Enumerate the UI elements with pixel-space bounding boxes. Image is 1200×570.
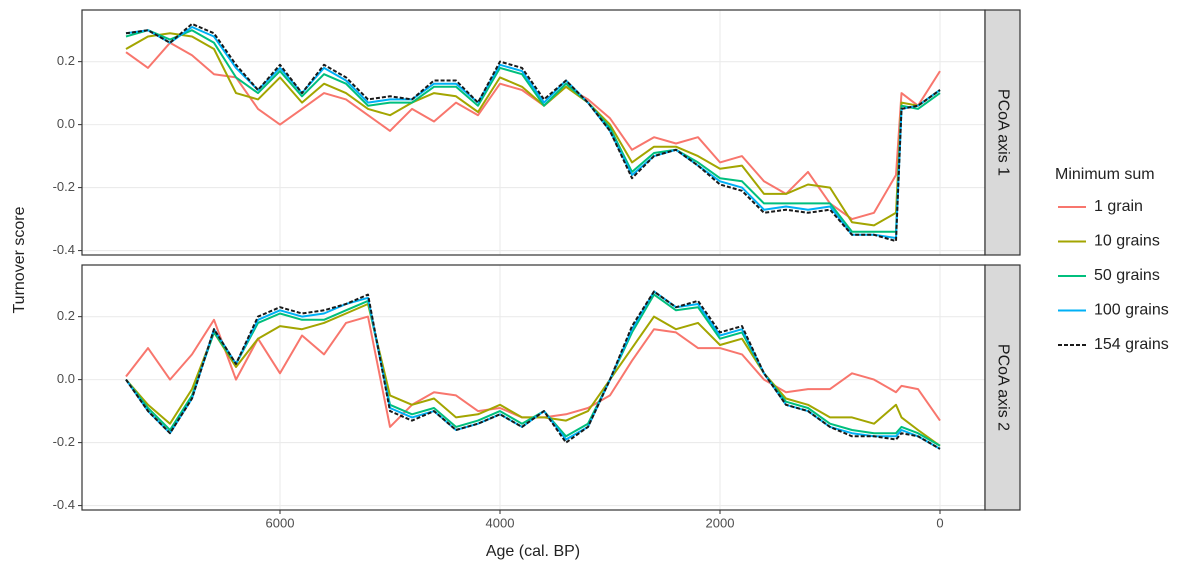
strip [984,264,1021,511]
x-tick-label: 4000 [486,515,515,530]
series-line [125,303,941,447]
legend-label: 50 grains [1094,267,1160,284]
x-tick-label: 0 [936,515,943,530]
panel-background [82,265,985,510]
panel-background [82,10,985,255]
legend-title: Minimum sum [1055,166,1155,183]
y-axis-title: Turnover score [11,206,28,313]
y-tick-label: 0.0 [57,116,75,131]
y-tick-label: -0.4 [53,497,75,512]
y-tick-label: -0.4 [53,242,75,257]
series-line [125,29,941,233]
y-tick-label: 0.2 [57,308,75,323]
y-tick-label: -0.2 [53,179,75,194]
x-tick-label: 2000 [706,515,735,530]
legend-label: 10 grains [1094,233,1160,250]
y-tick-label: -0.2 [53,434,75,449]
y-tick-label: 0.0 [57,371,75,386]
legend-label: 100 grains [1094,302,1169,319]
strip-label: PCoA axis 1 [994,89,1011,176]
strip [984,9,1021,256]
series-line [125,22,941,243]
y-tick-label: 0.2 [57,53,75,68]
legend-label: 1 grain [1094,198,1143,215]
x-axis-title: Age (cal. BP) [486,543,580,560]
x-tick-label: 6000 [266,515,295,530]
strip-label: PCoA axis 2 [994,344,1011,431]
series-line [125,290,941,450]
legend-label: 154 grains [1094,336,1169,353]
